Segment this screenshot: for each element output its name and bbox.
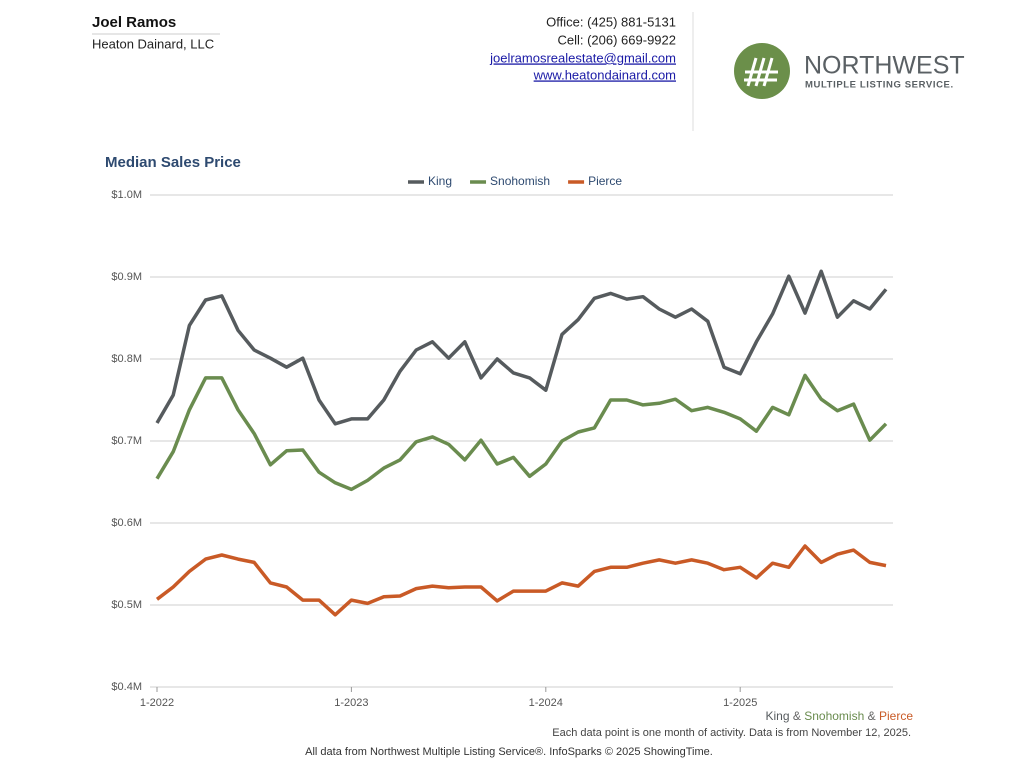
x-tick-label: 1-2023 — [334, 697, 368, 709]
legend-label: Snohomish — [490, 174, 550, 188]
company: Heaton Dainard, LLC — [92, 36, 214, 51]
y-tick-label: $0.9M — [111, 271, 142, 283]
x-tick-label: 1-2025 — [723, 697, 757, 709]
y-tick-label: $0.4M — [111, 681, 142, 693]
y-tick-label: $0.7M — [111, 435, 142, 447]
series-line — [155, 269, 888, 426]
agent-name: Joel Ramos — [92, 14, 176, 31]
x-tick-label: 1-2024 — [529, 697, 563, 709]
chart-title: Median Sales Price — [105, 154, 241, 171]
caption-part: King — [766, 709, 790, 723]
series-line — [155, 373, 888, 492]
office-phone: Office: (425) 881-5131 — [546, 14, 676, 29]
cell-phone: Cell: (206) 669-9922 — [557, 32, 676, 47]
y-tick-label: $0.5M — [111, 599, 142, 611]
series-caption: King & Snohomish & Pierce — [766, 709, 914, 723]
logo-subtitle: MULTIPLE LISTING SERVICE. — [805, 80, 954, 91]
caption-part: Pierce — [879, 709, 913, 723]
legend-label: King — [428, 174, 452, 188]
logo-title: NORTHWEST — [804, 52, 965, 80]
y-tick-label: $1.0M — [111, 189, 142, 201]
y-tick-label: $0.6M — [111, 517, 142, 529]
website-link[interactable]: www.heatondainard.com — [533, 67, 676, 82]
source-note: All data from Northwest Multiple Listing… — [305, 746, 713, 758]
footnote: Each data point is one month of activity… — [552, 727, 911, 739]
series-line — [155, 544, 887, 617]
email-link[interactable]: joelramosrealestate@gmail.com — [489, 50, 676, 65]
legend-label: Pierce — [588, 174, 622, 188]
caption-part: & — [868, 709, 876, 723]
y-tick-label: $0.8M — [111, 353, 142, 365]
x-tick-label: 1-2022 — [140, 697, 174, 709]
caption-part: & — [793, 709, 801, 723]
caption-part: Snohomish — [804, 709, 864, 723]
logo-icon — [734, 43, 790, 99]
